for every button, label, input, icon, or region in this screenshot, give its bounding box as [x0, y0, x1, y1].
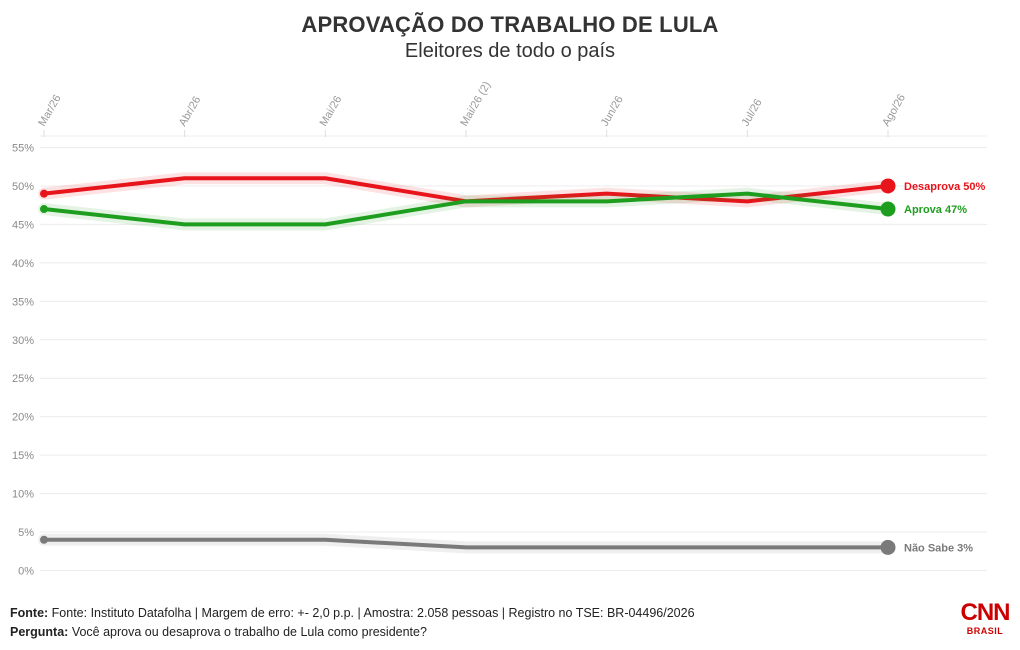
- series-start-point: [40, 535, 48, 544]
- series-end-point: [880, 539, 896, 555]
- cnn-brasil-logo: CNN BRASIL: [957, 600, 1013, 640]
- y-tick-label: 5%: [18, 527, 34, 539]
- question-label: Pergunta:: [10, 625, 69, 639]
- chart-title: APROVAÇÃO DO TRABALHO DE LULA: [301, 12, 719, 37]
- y-tick-label: 30%: [12, 335, 34, 347]
- x-tick-label: Mar/26: [36, 93, 64, 129]
- x-tick-label: Mai/26: [318, 94, 345, 129]
- x-tick-label: Ago/26: [880, 92, 908, 128]
- logo-main-text: CNN: [960, 599, 1011, 626]
- series-line: [42, 191, 890, 227]
- y-tick-label: 45%: [12, 219, 34, 231]
- source-text: Fonte: Instituto Datafolha | Margem de e…: [51, 606, 695, 620]
- series-end-point: [880, 178, 896, 194]
- x-tick-label: Mai/26 (2): [458, 80, 493, 129]
- y-tick-label: 20%: [12, 412, 34, 424]
- series-start-point: [40, 189, 48, 198]
- series-start-point: [40, 205, 48, 214]
- series-end-point: [880, 201, 896, 217]
- series-end-label: Não Sabe 3%: [904, 542, 973, 554]
- series-end-label: Aprova 47%: [904, 204, 967, 216]
- line-chart: 0% 5% 10% 15% 20% 25% 30% 35% 40% 45% 50% 55% Mar/26…: [12, 80, 987, 578]
- y-tick-label: 15%: [12, 450, 34, 462]
- y-tick-label: 10%: [12, 489, 34, 501]
- y-tick-label: 35%: [12, 296, 34, 308]
- x-tick-label: Jul/26: [740, 97, 765, 128]
- y-tick-label: 50%: [12, 181, 34, 193]
- y-tick-label: 25%: [12, 373, 34, 385]
- x-tick-label: Jun/26: [599, 94, 626, 129]
- x-tick-label: Abr/26: [177, 94, 204, 128]
- y-tick-label: 55%: [12, 143, 34, 155]
- series-glow: [38, 187, 894, 231]
- y-tick-label: 40%: [12, 258, 34, 270]
- logo-sub-text: BRASIL: [966, 626, 1004, 636]
- chart-subtitle: Eleitores de todo o país: [404, 40, 616, 62]
- series-line: [42, 537, 890, 550]
- question-note: Pergunta: Você aprova ou desaprova o tra…: [10, 625, 427, 639]
- y-tick-label: 0%: [18, 566, 34, 578]
- source-label: Fonte:: [10, 606, 49, 620]
- source-note: Fonte: Fonte: Instituto Datafolha | Marg…: [10, 606, 695, 620]
- question-text: Você aprova ou desaprova o trabalho de L…: [71, 625, 427, 639]
- series-end-label: Desaprova 50%: [904, 181, 986, 193]
